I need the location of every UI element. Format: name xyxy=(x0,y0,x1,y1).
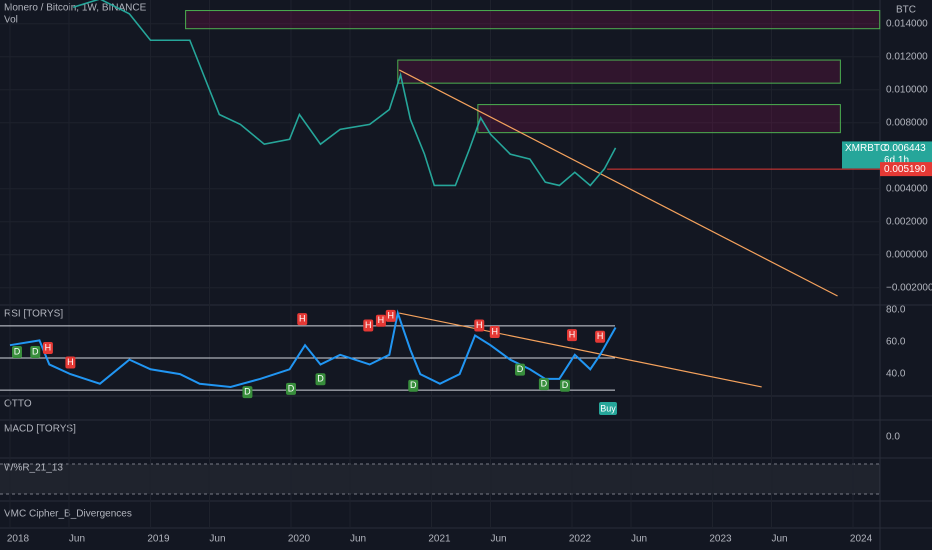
series-line xyxy=(72,0,617,187)
wr-band xyxy=(0,464,880,494)
trendline xyxy=(398,69,838,297)
signal-badge xyxy=(363,319,374,332)
signal-badge xyxy=(408,379,419,392)
signal-badge xyxy=(315,373,326,386)
signal-label: H xyxy=(67,357,74,367)
signal-label: H xyxy=(597,331,604,341)
x-tick-label: Jun xyxy=(490,534,506,545)
macd-title: MACD [TORYS] xyxy=(4,424,76,435)
signal-badge xyxy=(375,314,386,327)
level-box xyxy=(880,162,932,177)
buy-badge xyxy=(599,402,617,415)
x-tick-label: Jun xyxy=(69,534,85,545)
y-tick-label: 0.008000 xyxy=(886,117,928,128)
signal-label: H xyxy=(365,320,372,330)
signal-badge xyxy=(285,382,296,395)
resistance-zone xyxy=(397,59,841,84)
x-tick-label: 2020 xyxy=(288,534,311,545)
series-line xyxy=(9,309,617,388)
macd-tick: 0.0 xyxy=(886,432,900,443)
axis-unit: BTC xyxy=(896,5,916,16)
last-symbol: XMRBTC xyxy=(845,143,887,154)
signal-label: D xyxy=(410,380,417,390)
x-tick-label: Jun xyxy=(631,534,647,545)
signal-label: D xyxy=(244,387,251,397)
x-tick-label: 2024 xyxy=(850,534,873,545)
signal-badge xyxy=(515,363,526,376)
x-tick-label: 2021 xyxy=(428,534,451,545)
signal-badge xyxy=(385,309,396,322)
signal-label: H xyxy=(569,330,576,340)
countdown: 6d 1h xyxy=(884,155,909,166)
signal-badge xyxy=(30,345,41,358)
wr-title: W%R_21_13 xyxy=(4,463,63,474)
rsi-trendline xyxy=(399,312,762,388)
signal-badge xyxy=(595,330,606,343)
series-group xyxy=(72,0,617,187)
y-tick-label: 0.014000 xyxy=(886,18,928,29)
signal-label: H xyxy=(378,315,385,325)
y-tick-label: 0.002000 xyxy=(886,216,928,227)
signal-badge xyxy=(42,342,53,355)
level-label: 0.005190 xyxy=(884,164,926,175)
signal-label: D xyxy=(541,378,548,388)
resistance-zone xyxy=(185,10,881,30)
x-tick-label: 2023 xyxy=(709,534,732,545)
otto-title: OTTO xyxy=(4,399,32,410)
last-price: 0.006443 xyxy=(884,143,926,154)
y-tick-label: −0.002000 xyxy=(886,282,932,293)
signal-badge xyxy=(12,345,23,358)
rsi-tick-label: 60.0 xyxy=(886,337,906,348)
volume-label: Vol xyxy=(4,15,18,26)
x-tick-label: 2019 xyxy=(147,534,170,545)
y-tick-label: 0.000000 xyxy=(886,249,928,260)
signal-badge xyxy=(559,379,570,392)
y-tick-label: 0.010000 xyxy=(886,84,928,95)
signal-label: H xyxy=(299,313,306,323)
vmc-title: VMC Cipher_B_Divergences xyxy=(4,509,132,520)
signal-badge xyxy=(474,319,485,332)
signal-label: D xyxy=(517,364,524,374)
signal-label: D xyxy=(288,383,295,393)
signal-badge xyxy=(242,386,253,399)
y-tick-label: 0.004000 xyxy=(886,183,928,194)
rsi-title: RSI [TORYS] xyxy=(4,309,63,320)
rsi-tick-label: 80.0 xyxy=(886,304,906,315)
x-tick-label: Jun xyxy=(350,534,366,545)
x-tick-label: 2022 xyxy=(569,534,592,545)
signal-badge xyxy=(489,325,500,338)
signal-label: H xyxy=(476,320,483,330)
x-tick-label: Jun xyxy=(209,534,225,545)
signal-label: H xyxy=(45,342,52,352)
signal-label: H xyxy=(388,310,395,320)
rsi-tick-label: 40.0 xyxy=(886,369,906,380)
signal-label: H xyxy=(491,326,498,336)
signal-badge xyxy=(297,313,308,326)
signal-label: D xyxy=(562,380,569,390)
resistance-zone xyxy=(477,104,841,134)
y-tick-label: 0.012000 xyxy=(886,51,928,62)
signal-badge xyxy=(65,356,76,369)
signal-badge xyxy=(567,329,578,342)
series-group xyxy=(9,309,617,388)
x-tick-label: 2018 xyxy=(7,534,30,545)
signal-label: D xyxy=(32,346,39,356)
signal-label: D xyxy=(14,346,21,356)
buy-label: Buy xyxy=(600,403,616,413)
x-tick-label: Jun xyxy=(771,534,787,545)
signal-label: D xyxy=(317,374,324,384)
signal-badge xyxy=(538,378,549,391)
chart-title: Monero / Bitcoin, 1W, BINANCE xyxy=(4,3,147,14)
